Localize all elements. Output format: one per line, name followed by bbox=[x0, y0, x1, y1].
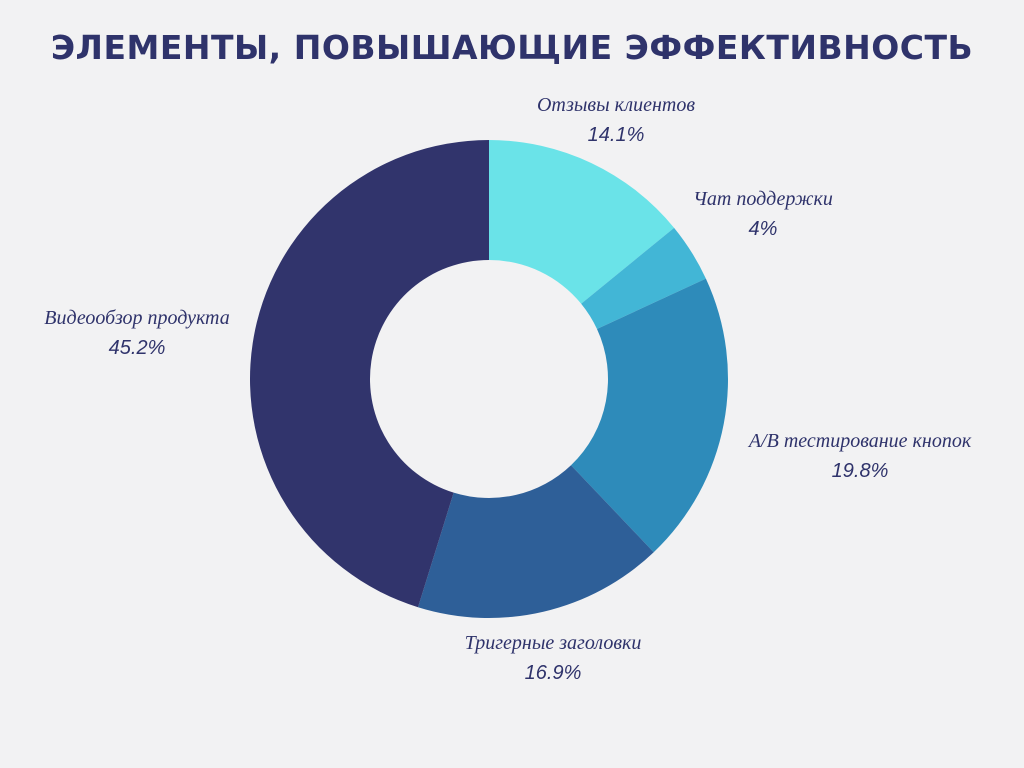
slice-4 bbox=[418, 465, 654, 618]
slice-value-3: 19.8% bbox=[832, 460, 889, 482]
slice-value-2: 4% bbox=[749, 218, 778, 240]
chart-title: ЭЛЕМЕНТЫ, ПОВЫШАЮЩИЕ ЭФФЕКТИВНОСТЬ bbox=[50, 28, 974, 67]
slice-label-1: Отзывы клиентов bbox=[537, 94, 695, 116]
slice-label-2: Чат поддержки bbox=[693, 188, 833, 210]
slice-value-1: 14.1% bbox=[588, 124, 645, 146]
slice-value-5: 45.2% bbox=[109, 337, 166, 359]
slice-2 bbox=[581, 227, 706, 330]
slice-1 bbox=[489, 140, 675, 304]
slice-3 bbox=[571, 278, 728, 553]
slice-5 bbox=[249, 140, 489, 608]
slice-label-3: А/В тестирование кнопок bbox=[747, 430, 972, 452]
slice-value-4: 16.9% bbox=[525, 662, 582, 684]
slice-label-5: Видеообзор продукта bbox=[44, 307, 230, 329]
slice-label-4: Тригерные заголовки bbox=[465, 632, 642, 654]
